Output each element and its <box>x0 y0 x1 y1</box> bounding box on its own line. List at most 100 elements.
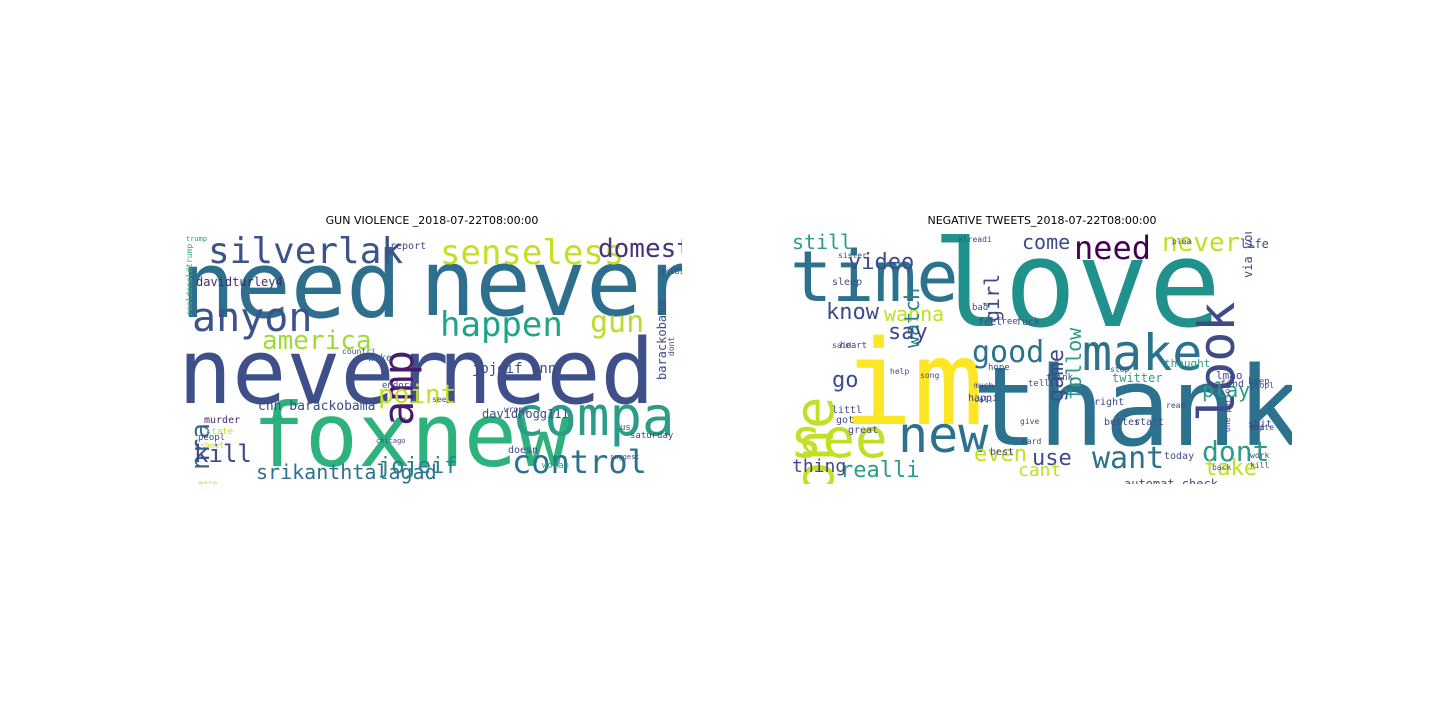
word-help: help <box>890 367 910 376</box>
word-domest: domest <box>598 234 682 264</box>
word-littl: littl <box>832 405 863 416</box>
word-read: read <box>1166 401 1186 410</box>
word-make: make <box>1082 324 1203 382</box>
word-wrong: wrong <box>504 405 529 414</box>
word-best: best <box>990 447 1015 458</box>
word-saturday: saturday <box>630 431 674 441</box>
word-realdonaldtrump: realdonaldtrump <box>185 243 194 316</box>
word-sleep: sleep <box>832 277 863 288</box>
word-need: need <box>182 232 402 339</box>
word-good: good <box>972 335 1045 370</box>
word-foxnew: foxnew <box>252 384 570 484</box>
word-go: go <box>832 368 859 393</box>
word-automat-check: automat check <box>1124 477 1218 484</box>
word-peopl: peopl <box>1250 381 1275 390</box>
word-need: need <box>1074 232 1152 267</box>
word-say: say <box>888 320 928 345</box>
word-free: free <box>996 317 1018 327</box>
word-said: said <box>832 341 852 350</box>
word-keep: keep <box>1248 377 1270 387</box>
word-kill: kill <box>194 440 252 468</box>
word-never: never <box>1162 232 1241 258</box>
word-compar: compar <box>512 385 682 448</box>
word-thought: thought <box>1164 357 1211 370</box>
word-use: use <box>1032 446 1072 471</box>
word-control: control <box>512 443 647 481</box>
word-take: take <box>1204 456 1257 481</box>
word-give: give <box>1020 417 1040 426</box>
word-one-person: one person <box>1223 383 1232 432</box>
word-today: today <box>1164 451 1195 462</box>
word-realli: realli <box>840 458 920 483</box>
word-want: want <box>1092 441 1165 476</box>
word-see: see <box>432 395 447 404</box>
word-life: life <box>1240 237 1269 251</box>
word-call: call <box>974 395 994 404</box>
word-need: need <box>438 320 655 425</box>
word-think: think <box>1046 373 1074 383</box>
word-better: better <box>1104 417 1141 428</box>
word-dont: dont <box>1202 435 1270 468</box>
word-much: much <box>974 381 994 390</box>
word-happen: happen <box>440 305 563 345</box>
word-white: white <box>1250 423 1275 432</box>
word-still: still <box>792 232 853 254</box>
word-dont: dont <box>667 336 676 356</box>
word-jojeif: jojeif <box>378 454 458 479</box>
word-find: find <box>1220 379 1245 390</box>
chart-title: NEGATIVE TWEETS_2018-07-22T08:00:00 <box>927 214 1157 227</box>
word-play: play <box>1202 378 1251 402</box>
word-silverlak: silverlak <box>208 232 404 272</box>
word-davidturley4: davidturley4 <box>196 275 283 289</box>
word-song: song <box>920 371 940 380</box>
word-cant: cant <box>1018 460 1062 481</box>
word-right: right <box>1094 397 1125 408</box>
word-happi: happi <box>968 393 999 404</box>
word-bad: bad <box>972 303 989 313</box>
word-sister: sister <box>838 251 867 260</box>
word-doesn: doesn <box>508 445 539 456</box>
word-murder: murder <box>204 415 241 426</box>
word-thank: thank <box>972 343 1292 471</box>
word-never: never <box>420 232 682 337</box>
word-chicago: chicago <box>376 437 406 445</box>
word-even: even <box>974 442 1027 467</box>
word-woman: woman <box>542 461 570 471</box>
word-amp: amp <box>1250 423 1265 432</box>
word-wake: wake <box>368 353 393 364</box>
word-point: point <box>378 380 457 410</box>
word-hope: hope <box>988 363 1010 373</box>
word-us: us <box>620 423 631 433</box>
word-girl: girl <box>980 273 1004 322</box>
word-peopl: peopl <box>198 433 226 443</box>
word-dei815: dei815 <box>660 267 682 276</box>
word-report: report <box>390 241 427 252</box>
word-endors: endors <box>382 381 415 391</box>
word-kill: kill <box>1250 461 1270 470</box>
word-davidhogg111: davidhogg111 <box>482 407 569 421</box>
word-great: great <box>848 425 879 436</box>
word-gun: gun <box>590 305 645 340</box>
word-plea: plea <box>1172 237 1192 246</box>
word-start: start <box>1134 417 1165 428</box>
word-senseless: senseless <box>440 233 625 273</box>
word-shit: shit <box>1248 419 1273 430</box>
word-never: never <box>182 320 449 425</box>
chart-title: GUN VIOLENCE _2018-07-22T08:00:00 <box>325 214 539 227</box>
word-fuck: fuck <box>1016 317 1041 328</box>
word-feel: feel <box>978 317 1003 328</box>
word-work: work <box>1250 451 1270 460</box>
wordcloud-canvas: needneverneverneedfoxnewcomparanyonsilve… <box>182 232 682 484</box>
word-know: know <box>826 300 879 325</box>
word-stop: stop <box>1110 365 1130 374</box>
word-see: see <box>792 407 888 470</box>
word-new: new <box>898 406 989 464</box>
word-video: video <box>848 250 915 275</box>
word-twitter: twitter <box>1112 371 1163 385</box>
word-alreadi: alreadi <box>958 235 992 244</box>
word-time: time <box>792 236 959 318</box>
word-anyon: anyon <box>192 295 313 341</box>
word-heart: heart <box>840 341 868 351</box>
word-im: im <box>842 314 985 452</box>
word-cnn-barackobama: cnn barackobama <box>258 399 376 414</box>
